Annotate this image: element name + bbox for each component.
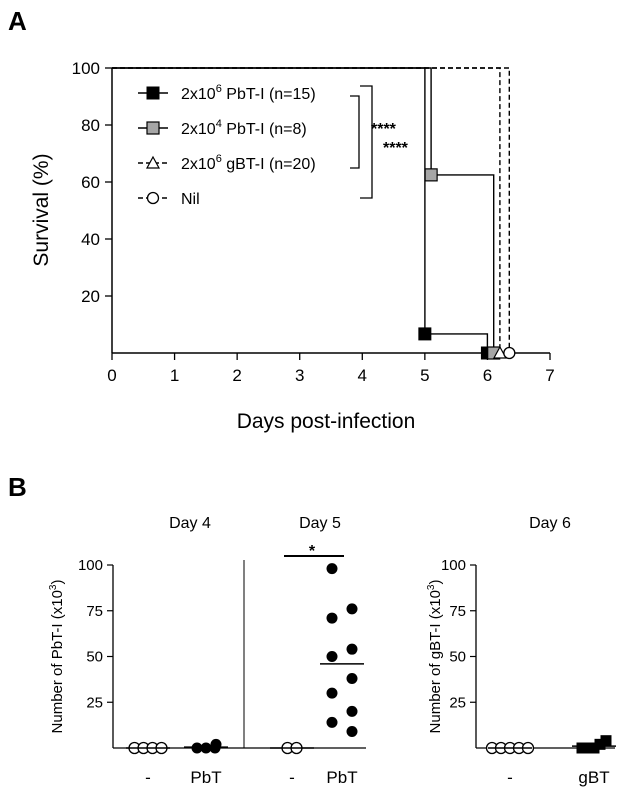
b-data-point — [346, 643, 358, 655]
a-y-axis-title: Survival (%) — [30, 153, 53, 266]
b-category-label: gBT — [578, 768, 609, 787]
b-group-title: Day 4 — [169, 515, 211, 532]
b-y-axis-title-main: Number of gBT-I (x10 — [427, 590, 444, 733]
legend-label-1: 2x104 PbT-I (n=8) — [181, 118, 307, 138]
pbt-scatter-chart: 25 50 75 100 Number of PbT-I (x103) Day 4 - PbT… — [48, 515, 366, 787]
legend-marker-2 — [145, 155, 161, 169]
legend-label-rest: gBT-I (n=20) — [222, 156, 316, 173]
b-data-point — [326, 687, 338, 699]
b-data-point — [600, 735, 612, 747]
legend-label-main: 2x10 — [181, 86, 216, 103]
legend-label-3: Nil — [181, 191, 200, 208]
a-y-tick-label: 40 — [81, 230, 100, 249]
a-x-tick-label: 6 — [483, 366, 492, 385]
b-y-tick-label: 75 — [449, 603, 466, 620]
b-data-point — [326, 651, 338, 662]
bracket-outer — [360, 85, 373, 199]
a-legend: 2x106 PbT-I (n=15)2x104 PbT-I (n=8)2x106… — [138, 83, 316, 208]
legend-label-sup: 4 — [216, 118, 222, 130]
b-data-point — [326, 612, 338, 624]
b-group-title: Day 5 — [299, 515, 341, 532]
legend-label-main: 2x10 — [181, 156, 216, 173]
b-category-label: PbT — [326, 768, 357, 787]
legend-label-sup: 6 — [216, 83, 222, 95]
survival-line-3 — [112, 67, 510, 353]
b-y-tick-label: 50 — [449, 649, 466, 666]
b-y-axis-title: Number of gBT-I (x103) — [426, 580, 444, 734]
survival-marker-3 — [503, 346, 516, 360]
b-y-tick-label: 25 — [86, 694, 103, 711]
survival-marker-1 — [424, 168, 438, 182]
b-data-point — [326, 716, 338, 728]
b-y-tick-label: 75 — [86, 603, 103, 620]
gbt-scatter-chart: 25 50 75 100 Number of gBT-I (x103) Day 6 - gBT — [426, 515, 616, 787]
legend-marker-1 — [146, 121, 160, 135]
survival-marker-0 — [418, 327, 432, 341]
survival-line-2 — [112, 67, 501, 353]
legend-label-main: 2x10 — [181, 121, 216, 138]
legend-marker-0 — [146, 86, 160, 100]
a-y-tick-label: 60 — [81, 173, 100, 192]
b-category-label: - — [507, 768, 513, 787]
a-x-tick-label: 5 — [420, 366, 429, 385]
legend-label-2: 2x106 gBT-I (n=20) — [181, 153, 316, 173]
a-x-tick-label: 3 — [295, 366, 304, 385]
panel-b-label: B — [8, 472, 27, 502]
a-x-tick-label: 2 — [232, 366, 241, 385]
b-data-point — [210, 738, 222, 750]
b-y-tick-label: 25 — [449, 694, 466, 711]
survival-line-1 — [112, 67, 495, 353]
b-category-label: - — [289, 768, 295, 787]
b-group-title: Day 6 — [529, 515, 571, 532]
a-y-tick-label: 20 — [81, 287, 100, 306]
b-y-axis-title-sup: 3 — [426, 584, 437, 590]
a-y-tick-label: 100 — [72, 59, 100, 78]
legend-label-main: Nil — [181, 191, 200, 208]
sig-annotation-1: **** — [371, 121, 397, 138]
panel-a-label: A — [8, 6, 27, 36]
b-y-axis-title-sup: 3 — [48, 584, 59, 590]
b-y-axis-title: Number of PbT-I (x103) — [48, 580, 66, 734]
a-x-tick-label: 7 — [545, 366, 554, 385]
a-x-tick-label: 0 — [107, 366, 116, 385]
legend-label-rest: PbT-I (n=15) — [222, 86, 316, 103]
legend-marker-3 — [146, 191, 160, 205]
b-y-tick-label: 100 — [441, 557, 466, 574]
survival-marker-2 — [492, 345, 507, 359]
b-y-axis-title-end: ) — [49, 580, 66, 585]
legend-label-0: 2x106 PbT-I (n=15) — [181, 83, 316, 103]
b-y-axis-title-end: ) — [427, 580, 444, 585]
b-y-tick-label: 50 — [86, 649, 103, 666]
b-data-point — [326, 563, 338, 575]
bracket-inner — [350, 95, 360, 169]
b-sig-annotation: * — [309, 543, 316, 560]
b-category-label: PbT — [190, 768, 221, 787]
legend-label-sup: 6 — [216, 153, 222, 165]
sig-annotation-2: **** — [383, 140, 409, 157]
b-data-point — [200, 742, 212, 754]
b-y-tick-label: 100 — [78, 557, 103, 574]
b-data-point — [346, 672, 358, 684]
a-y-tick-label: 80 — [81, 116, 100, 135]
a-x-tick-label: 1 — [170, 366, 179, 385]
b-data-point — [191, 742, 203, 754]
b-data-point — [346, 726, 358, 738]
b-category-label: - — [145, 768, 151, 787]
b-data-point — [346, 705, 358, 717]
a-x-axis-title: Days post-infection — [237, 410, 416, 433]
b-y-axis-title-main: Number of PbT-I (x10 — [49, 590, 66, 733]
legend-label-rest: PbT-I (n=8) — [222, 121, 307, 138]
a-x-tick-label: 4 — [358, 366, 367, 385]
b-data-point — [346, 603, 358, 615]
